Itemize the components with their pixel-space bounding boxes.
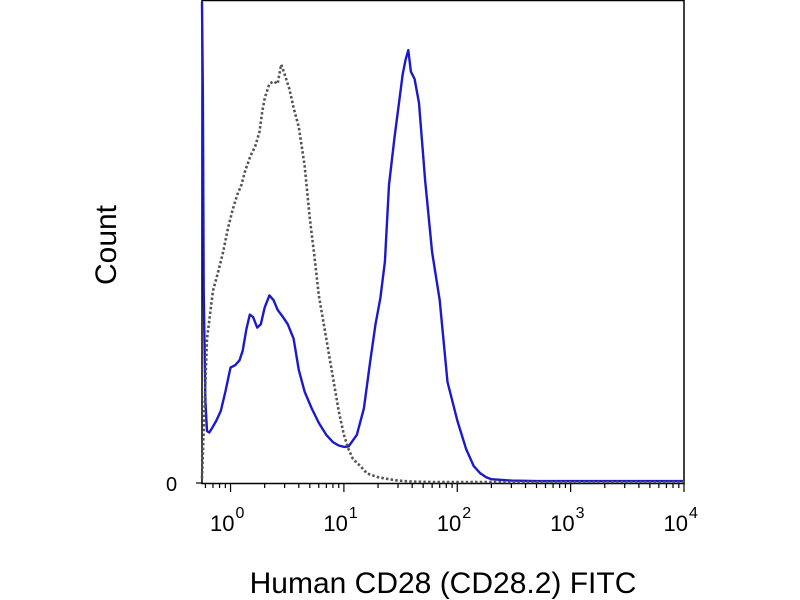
x-tick-label: 10 4 xyxy=(664,505,698,536)
series-layer xyxy=(200,1,684,484)
x-tick-label: 10 0 xyxy=(210,505,244,536)
x-tick-labels: 10 0 10 1 10 2 10 3 10 4 xyxy=(210,505,698,536)
x-axis-ticks xyxy=(196,482,685,492)
y-axis-title: Count xyxy=(90,204,123,285)
y-tick-label-zero: 0 xyxy=(166,474,177,496)
x-tick-label-base: 10 xyxy=(437,511,461,536)
x-tick-label-base: 10 xyxy=(550,511,574,536)
series-line-solid xyxy=(200,1,684,483)
x-tick-label-exponent: 3 xyxy=(576,505,585,522)
x-tick-label-exponent: 2 xyxy=(462,505,471,522)
x-tick-label: 10 1 xyxy=(323,505,357,536)
x-tick-label-exponent: 0 xyxy=(236,505,245,522)
x-tick-label: 10 2 xyxy=(437,505,471,536)
x-tick-label-exponent: 1 xyxy=(349,505,358,522)
x-tick-label-base: 10 xyxy=(210,511,234,536)
series-line-dotted xyxy=(200,63,684,484)
x-tick-label-exponent: 4 xyxy=(689,505,698,522)
x-tick-label-base: 10 xyxy=(323,511,347,536)
x-tick-label-base: 10 xyxy=(664,511,688,536)
x-tick-label: 10 3 xyxy=(550,505,584,536)
plot-frame xyxy=(201,0,685,485)
x-axis-title: Human CD28 (CD28.2) FITC xyxy=(250,567,637,600)
